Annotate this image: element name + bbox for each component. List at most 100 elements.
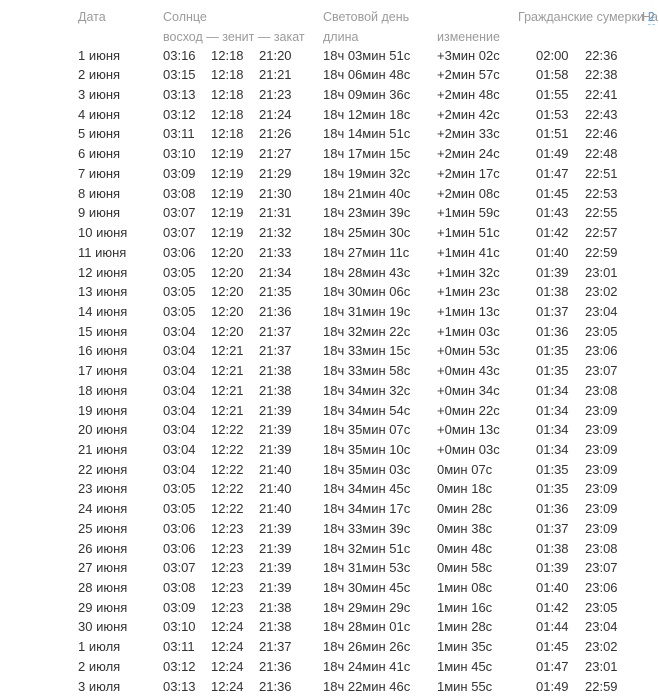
cell-sunrise: 03:04	[163, 402, 196, 418]
cell-twilight-end: 22:55	[585, 205, 618, 221]
cell-twilight-start: 01:40	[536, 244, 569, 260]
cell-twilight-start: 01:42	[536, 599, 569, 615]
cell-zenith: 12:20	[211, 323, 244, 339]
cell-date: 10 июня	[78, 225, 128, 241]
twilight-hint-link[interactable]: 2	[647, 10, 655, 25]
cell-daylight-change: 1мин 55с	[437, 678, 493, 694]
cell-spacer	[644, 85, 659, 105]
cell-spacer	[644, 558, 659, 578]
cell-daylight-change: +0мин 53с	[437, 343, 500, 359]
table-row: 18 июня 03:04 12:21 21:38 18ч 34мин 32с …	[78, 381, 659, 401]
cell-zenith: 12:20	[211, 303, 244, 319]
cell-sunset: 21:39	[259, 520, 292, 536]
cell-zenith: 12:22	[211, 481, 244, 497]
cell-spacer	[644, 401, 659, 421]
cell-spacer	[644, 381, 659, 401]
cell-twilight-end: 22:53	[585, 185, 618, 201]
cell-date: 20 июня	[78, 422, 128, 438]
cell-daylight-change: 1мин 45с	[437, 658, 493, 674]
cell-twilight-start: 01:47	[536, 165, 569, 181]
cell-daylight-length: 18ч 14мин 51с	[323, 126, 411, 142]
cell-zenith: 12:18	[211, 67, 244, 83]
table-row: 5 июня 03:11 12:18 21:26 18ч 14мин 51с +…	[78, 124, 659, 144]
cell-daylight-change: +2мин 17с	[437, 165, 500, 181]
cell-sunset: 21:31	[259, 205, 292, 221]
cell-sunrise: 03:09	[163, 165, 196, 181]
cell-spacer	[644, 184, 659, 204]
cell-zenith: 12:21	[211, 382, 244, 398]
cell-sunset: 21:37	[259, 343, 292, 359]
cell-sunset: 21:40	[259, 461, 292, 477]
cell-twilight-start: 01:44	[536, 619, 569, 635]
cell-daylight-length: 18ч 19мин 32с	[323, 165, 411, 181]
cell-daylight-change: 0мин 18с	[437, 481, 493, 497]
cell-daylight-length: 18ч 33мин 15с	[323, 343, 411, 359]
cell-daylight-length: 18ч 35мин 03с	[323, 461, 411, 477]
cell-twilight-start: 01:35	[536, 343, 569, 359]
table-row: 3 июля 03:13 12:24 21:36 18ч 22мин 46с 1…	[78, 677, 659, 697]
cell-zenith: 12:20	[211, 244, 244, 260]
cell-twilight-end: 22:36	[585, 47, 618, 63]
cell-twilight-end: 22:59	[585, 244, 618, 260]
cell-zenith: 12:23	[211, 560, 244, 576]
cell-twilight-start: 01:40	[536, 580, 569, 595]
table-row: 25 июня 03:06 12:23 21:39 18ч 33мин 39с …	[78, 519, 659, 539]
cell-twilight-end: 23:09	[585, 422, 618, 438]
cell-date: 2 июня	[78, 67, 121, 83]
cell-daylight-change: +1мин 32с	[437, 264, 500, 280]
cell-zenith: 12:19	[211, 165, 244, 181]
cell-twilight-end: 23:04	[585, 619, 618, 635]
cell-twilight-start: 01:45	[536, 639, 569, 655]
cell-daylight-length: 18ч 21мин 40с	[323, 185, 411, 201]
col-subheader-sun-times: восход — зенит — закат	[163, 30, 305, 44]
cell-daylight-change: +0мин 13с	[437, 422, 500, 438]
cell-date: 13 июня	[78, 284, 128, 300]
cell-sunset: 21:39	[259, 402, 292, 418]
cell-spacer	[644, 440, 659, 460]
cell-date: 24 июня	[78, 501, 128, 517]
cell-spacer	[644, 677, 659, 697]
cell-twilight-start: 01:34	[536, 441, 569, 457]
cell-zenith: 12:22	[211, 461, 244, 477]
cell-date: 28 июня	[78, 580, 128, 595]
cell-daylight-change: +1мин 59с	[437, 205, 500, 221]
cell-date: 6 июня	[78, 146, 121, 162]
cell-zenith: 12:24	[211, 678, 244, 694]
cell-twilight-end: 22:41	[585, 87, 618, 103]
table-row: 26 июня 03:06 12:23 21:39 18ч 32мин 51с …	[78, 539, 659, 559]
cell-daylight-change: 1мин 08с	[437, 580, 493, 595]
cell-sunrise: 03:05	[163, 264, 196, 280]
cell-date: 1 июня	[78, 47, 121, 63]
cell-daylight-change: +0мин 03с	[437, 441, 500, 457]
cell-sunrise: 03:13	[163, 87, 196, 103]
cell-sunset: 21:20	[259, 47, 292, 63]
col-header-next-clipped: На	[642, 10, 658, 24]
cell-spacer	[644, 223, 659, 243]
cell-sunrise: 03:10	[163, 146, 196, 162]
cell-zenith: 12:21	[211, 343, 244, 359]
cell-sunrise: 03:04	[163, 422, 196, 438]
cell-daylight-change: +1мин 51с	[437, 225, 500, 241]
cell-daylight-length: 18ч 17мин 15с	[323, 146, 411, 162]
cell-twilight-end: 23:09	[585, 402, 618, 418]
cell-sunset: 21:34	[259, 264, 292, 280]
table-row: 11 июня 03:06 12:20 21:33 18ч 27мин 11с …	[78, 243, 659, 263]
cell-spacer	[644, 65, 659, 85]
cell-daylight-change: +3мин 02с	[437, 47, 500, 63]
cell-daylight-change: 1мин 35с	[437, 639, 493, 655]
cell-twilight-end: 23:08	[585, 382, 618, 398]
cell-twilight-end: 22:48	[585, 146, 618, 162]
cell-date: 15 июня	[78, 323, 128, 339]
cell-twilight-end: 23:02	[585, 284, 618, 300]
table-row: 4 июня 03:12 12:18 21:24 18ч 12мин 18с +…	[78, 105, 659, 125]
cell-twilight-end: 23:04	[585, 303, 618, 319]
cell-spacer	[644, 637, 659, 657]
cell-twilight-start: 01:37	[536, 520, 569, 536]
cell-zenith: 12:19	[211, 205, 244, 221]
table-row: 2 июля 03:12 12:24 21:36 18ч 24мин 41с 1…	[78, 657, 659, 677]
cell-twilight-end: 22:59	[585, 678, 618, 694]
cell-daylight-change: 0мин 38с	[437, 520, 493, 536]
cell-twilight-start: 01:51	[536, 126, 569, 142]
cell-daylight-change: +0мин 43с	[437, 363, 500, 379]
cell-twilight-end: 22:46	[585, 126, 618, 142]
